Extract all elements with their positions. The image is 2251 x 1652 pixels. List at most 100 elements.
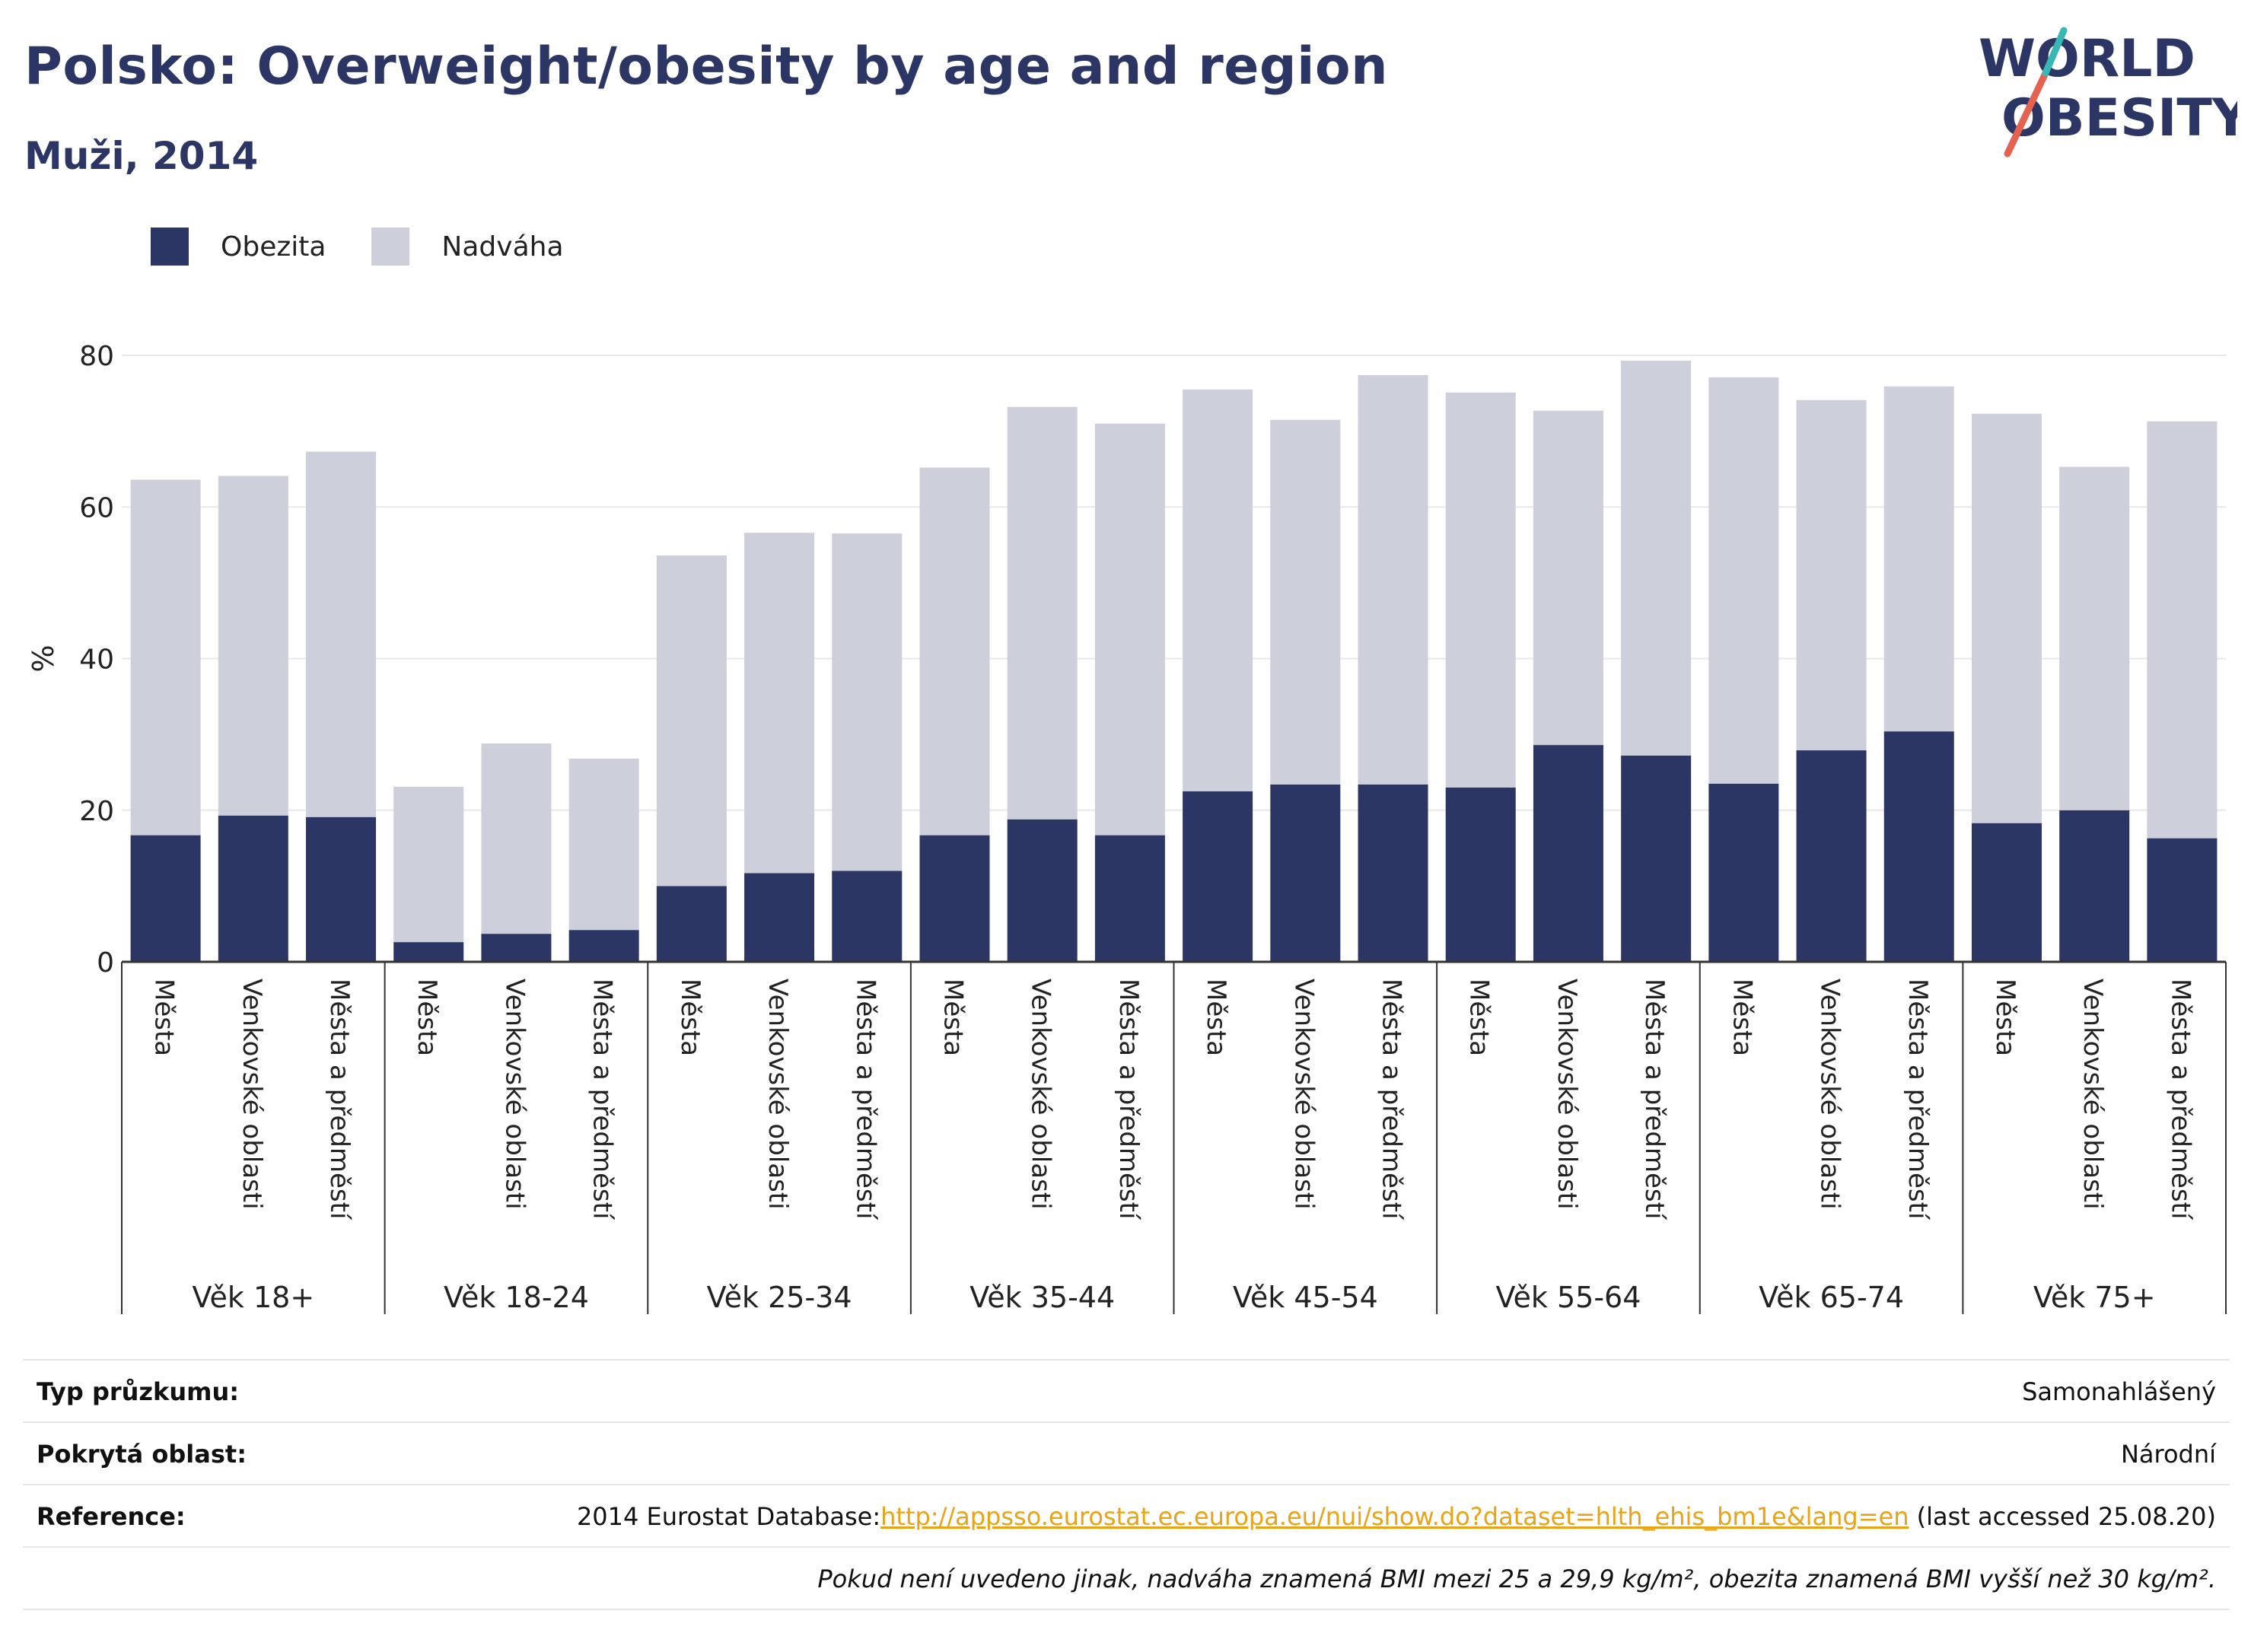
bar-nadvaha [1270,419,1341,785]
bar-obezita [656,886,727,962]
x-category-label: Města [1464,979,1495,1056]
bar-nadvaha [1971,413,2042,823]
bar-obezita [2147,838,2218,962]
meta-area-label: Pokrytá oblast: [37,1440,247,1469]
chart-subtitle: Muži, 2014 [24,134,259,178]
bar-nadvaha [1183,389,1253,791]
bar-nadvaha [2059,466,2130,810]
x-category-label: Města a předměstí [1639,979,1670,1221]
bar-obezita [1270,784,1341,962]
meta-area-value: Národní [2120,1440,2216,1469]
bar-nadvaha [1883,386,1954,732]
x-category-label: Města [149,979,180,1056]
bar-nadvaha [130,479,201,836]
legend-swatch-nadvaha [371,228,410,266]
bar-chart: 0 20 40 60 80% Města Venkovské oblasti Města a … [27,341,2227,1314]
legend-label-nadvaha: Nadváha [441,231,564,263]
meta-reference-link[interactable]: http://appsso.eurostat.ec.europa.eu/nui/… [880,1502,1909,1531]
x-group-label: Věk 65-74 [1759,1281,1904,1314]
x-category-label: Venkovské oblasti [2077,979,2108,1210]
y-axis-label: % [27,645,60,672]
x-group-label: Věk 45-54 [1233,1281,1378,1314]
bar-nadvaha [1796,399,1867,751]
meta-reference-label: Reference: [37,1502,186,1531]
bar-obezita [1183,791,1253,962]
bar-nadvaha [744,533,815,874]
meta-row-note: Pokud není uvedeno jinak, nadváha znamen… [23,1546,2230,1610]
bar-obezita [1883,731,1954,962]
x-group-label: Věk 35-44 [969,1281,1115,1314]
x-category-label: Města a předměstí [2165,979,2195,1221]
x-group-label: Věk 55-64 [1495,1281,1641,1314]
chart-title: Polsko: Overweight/obesity by age and re… [24,37,1389,97]
x-category-label: Venkovské oblasti [1815,979,1845,1210]
bar-obezita [218,815,288,962]
bar-obezita [832,871,903,962]
bar-nadvaha [919,467,990,836]
x-category-label: Města a předměstí [850,979,880,1221]
x-category-label: Města [675,979,705,1056]
bar-obezita [481,934,552,962]
bar-nadvaha [656,555,727,886]
y-tick-label: 80 [79,341,114,372]
bar-obezita [393,942,464,962]
bar-nadvaha [1358,374,1428,785]
meta-reference-value: 2014 Eurostat Database:http://appsso.eur… [577,1502,2230,1531]
x-category-label: Venkovské oblasti [1026,979,1056,1210]
x-category-label: Venkovské oblasti [1288,979,1319,1210]
legend-swatch-obezita [151,228,189,266]
x-category-label: Města [938,979,968,1056]
bar-nadvaha [832,533,903,871]
logo-slash-red [2004,69,2049,158]
bar-nadvaha [218,476,288,816]
legend-item-nadvaha[interactable]: Nadváha [371,228,564,266]
x-category-label: Města a předměstí [1113,979,1144,1221]
meta-row-area: Pokrytá oblast: Národní [23,1421,2230,1485]
meta-reference-prefix: 2014 Eurostat Database: [576,1502,881,1531]
bar-obezita [919,835,990,962]
bar-nadvaha [393,786,464,943]
y-tick-label: 40 [79,645,114,676]
x-category-label: Města a předměstí [324,979,355,1221]
x-category-label: Města [1727,979,1757,1056]
logo-slash-teal [2042,27,2068,77]
legend-label-obezita: Obezita [221,231,326,263]
bar-obezita [744,873,815,962]
bar-nadvaha [1708,377,1779,784]
bar-obezita [130,835,201,962]
x-group-label: Věk 25-34 [707,1281,852,1314]
y-tick-label: 20 [79,796,114,827]
bar-obezita [1796,750,1867,962]
bar-obezita [1533,745,1603,962]
bar-nadvaha [2147,421,2218,839]
bar-obezita [1007,819,1078,962]
bar-obezita [1708,783,1779,962]
legend: Obezita Nadváha [151,227,610,266]
x-category-label: Města [1990,979,2020,1056]
meta-reference-suffix: (last accessed 25.08.20) [1909,1502,2216,1531]
bar-nadvaha [1621,360,1692,756]
bar-obezita [568,930,639,962]
bar-nadvaha [306,451,377,817]
bar-nadvaha [1533,410,1603,746]
bar-nadvaha [481,743,552,934]
bar-nadvaha [568,759,639,931]
x-category-label: Venkovské oblasti [1552,979,1582,1210]
meta-survey-type-value: Samonahlášený [2022,1377,2216,1406]
x-group-label: Věk 18+ [192,1281,314,1314]
bar-nadvaha [1445,392,1516,788]
bar-obezita [1621,756,1692,962]
world-obesity-logo: WORLD OBESITY [1979,27,2237,158]
meta-note: Pokud není uvedeno jinak, nadváha znamen… [817,1564,2216,1593]
x-category-label: Města [1201,979,1231,1056]
x-category-label: Venkovské oblasti [763,979,793,1210]
legend-item-obezita[interactable]: Obezita [151,228,326,266]
x-category-label: Venkovské oblasti [499,979,530,1210]
x-category-label: Města a předměstí [1902,979,1933,1221]
y-tick-label: 0 [97,947,114,979]
meta-bottom-border [23,1609,2230,1610]
bar-obezita [2059,810,2130,962]
x-group-label: Věk 75+ [2033,1281,2156,1314]
meta-row-reference: Reference: 2014 Eurostat Database:http:/… [23,1484,2230,1548]
bar-obezita [1358,784,1428,962]
